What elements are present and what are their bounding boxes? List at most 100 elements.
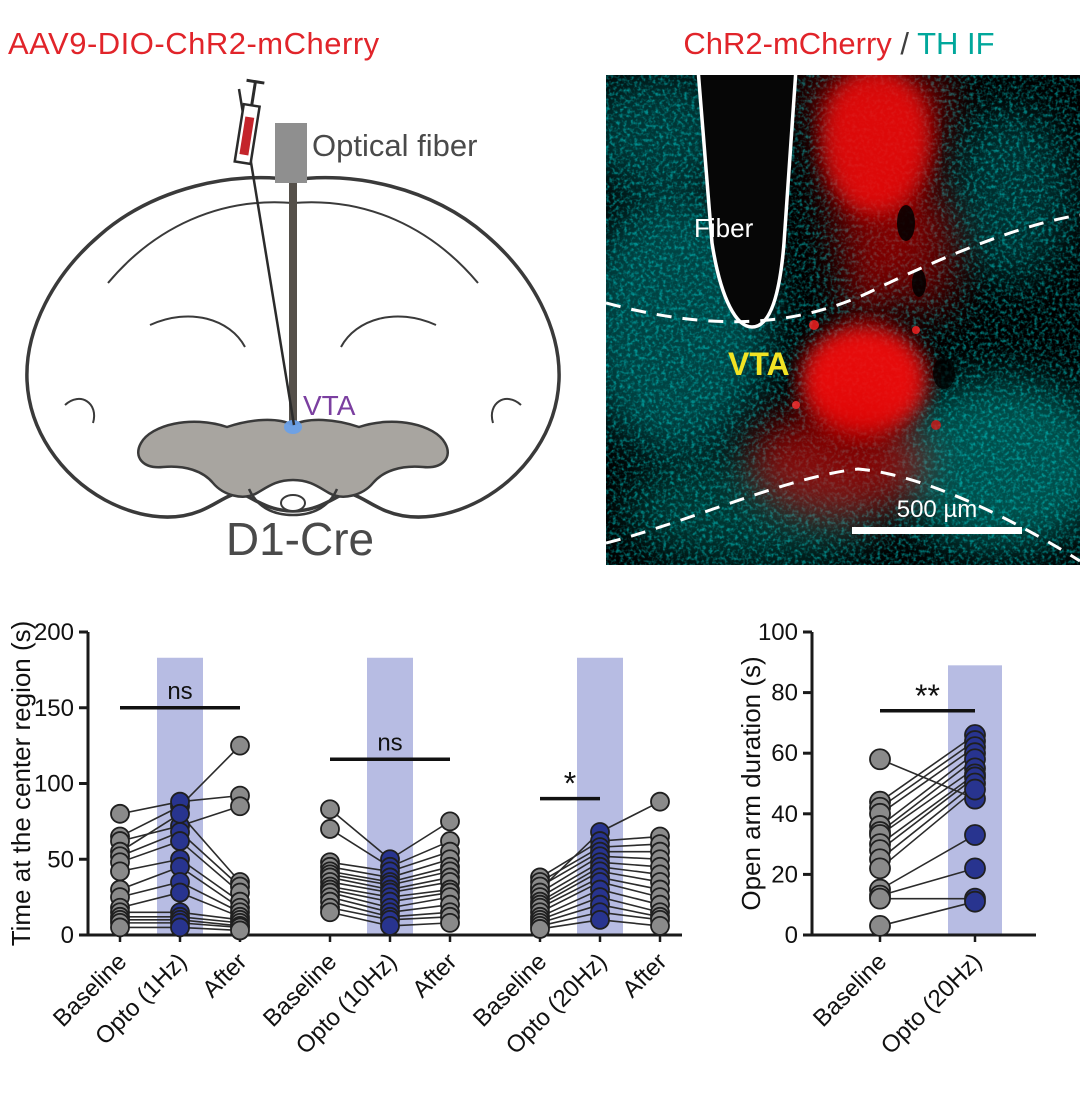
x-category-label: After [407,948,462,1003]
data-point [320,819,340,839]
fiber-label: Fiber [694,213,754,243]
pair-line [179,916,241,924]
pair-line [539,888,601,918]
y-tick-label: 40 [771,801,798,828]
pair-line [329,873,391,886]
pair-line [329,861,391,873]
y-tick-label: 60 [771,740,798,767]
pair-line [179,858,241,903]
data-point [320,902,340,923]
y-axis-label: Open arm duration (s) [740,656,766,910]
y-tick-label: 0 [785,922,798,949]
data-point [110,917,130,938]
pair-line [389,866,451,883]
pair-line [329,866,391,879]
data-point [869,915,891,937]
virus-title: AAV9-DIO-ChR2-mCherry [8,26,380,61]
chart-center-time: 0 50 100 150 200 Baseline Opto (1Hz) After Basel… [6,600,710,1095]
pair-line [599,911,661,921]
data-point [869,857,891,880]
pair-line [179,891,241,918]
pair-line [119,805,181,838]
x-category-label: Baseline [808,948,892,1032]
data-point [964,778,986,801]
mouse-line-label: D1-Cre [225,513,375,565]
fluorescence-image: Fiber VTA 500 µm [581,65,1080,565]
data-point [170,917,190,938]
pair-line [389,916,451,921]
pair-line [119,891,181,909]
pair-line [329,876,391,891]
pair-line [539,903,601,924]
vta-label-schematic: VTA [303,390,356,421]
pair-line [119,813,181,853]
optical-fiber-label: Optical fiber [312,128,478,163]
pair-line [879,773,976,845]
y-axis-label: Time at the center region (s) [10,621,36,947]
pair-line [329,881,391,894]
pair-line [329,885,391,898]
y-tick-label: 80 [771,680,798,707]
pair-line [179,813,241,883]
y-tick-label: 0 [61,922,74,949]
pair-line [539,881,601,913]
pair-line [599,861,661,868]
y-tick-label: 150 [34,695,74,722]
pair-line [389,888,451,898]
data-point [964,824,986,846]
data-point [110,861,130,882]
pair-line [179,911,241,921]
pair-line [599,855,661,861]
pair-line [879,867,976,897]
pair-line [539,850,601,888]
x-category-label: After [197,948,252,1003]
pair-line [879,740,976,809]
title-th-if: TH IF [917,26,995,61]
hippocampus-right [340,315,437,348]
pair-line [599,800,661,833]
pair-line [389,870,451,886]
significance-label: * [564,766,576,802]
title-chr2-mcherry: ChR2-mCherry [683,26,892,61]
pair-line [879,746,976,815]
fluorescence-art: Fiber VTA 500 µm [581,65,1080,565]
ventral-notch [280,494,306,512]
fiber-ferrule [275,123,307,183]
pair-line [879,758,976,833]
significance-label: ** [915,678,940,714]
data-point [320,799,340,820]
fiber-light-tip [284,420,302,434]
pair-line [389,896,451,909]
x-category-label: Opto (20Hz) [876,948,988,1060]
pair-line [389,922,451,927]
data-point [964,890,986,913]
y-tick-label: 100 [758,619,798,646]
data-point [869,887,891,910]
pair-line [329,808,391,860]
y-tick-label: 20 [771,861,798,888]
pair-line [599,888,661,906]
pair-line [179,840,241,894]
pair-line [119,840,181,864]
pair-line [879,900,976,927]
y-tick-label: 50 [47,846,74,873]
data-point [650,791,670,812]
pair-line [119,881,181,898]
pair-line [879,782,976,860]
chart-open-arm: 0 20 40 60 80 100 Baseline Opto (20Hz) Open arm … [736,600,1080,1095]
pair-line [329,888,391,903]
data-point [530,919,550,939]
pair-line [329,911,391,927]
pair-line [179,919,241,927]
data-point [964,857,986,880]
pair-line [599,876,661,891]
data-point [110,803,130,824]
ventral-outline [247,488,339,517]
pair-line [179,831,241,888]
microscopy-title: ChR2-mCherry / TH IF [598,26,1080,62]
pair-line [599,896,661,914]
pair-line [539,919,601,930]
